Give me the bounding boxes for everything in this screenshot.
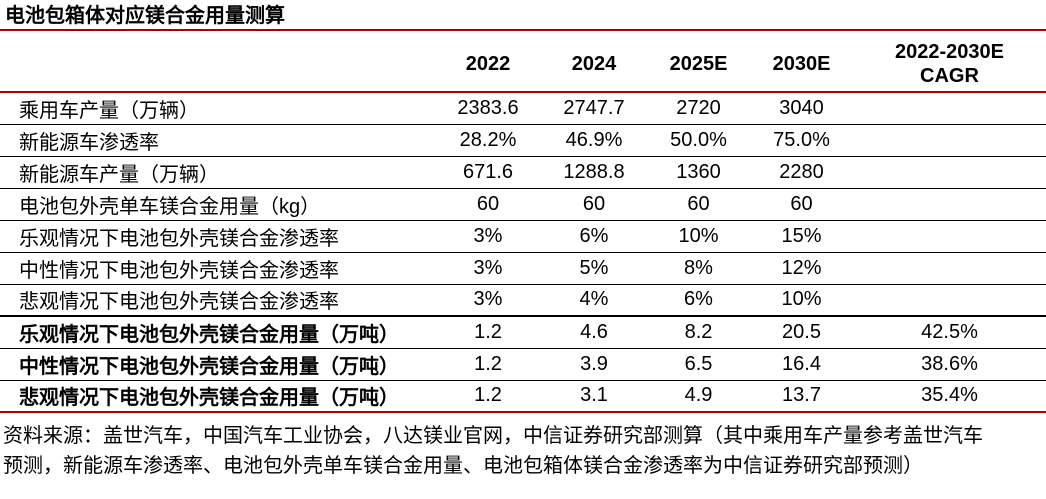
cell-value: 16.4 (750, 348, 853, 381)
cell-value: 3040 (750, 92, 853, 125)
cell-value: 6.5 (647, 348, 750, 381)
cell-value: 46.9% (541, 124, 647, 157)
cell-value: 4.9 (647, 380, 750, 413)
source-note: 资料来源：盖世汽车，中国汽车工业协会，八达镁业官网，中信证券研究部测算（其中乘用… (0, 413, 1046, 481)
row-label: 乐观情况下电池包外壳镁合金用量（万吨） (0, 316, 435, 349)
cell-value: 15% (750, 220, 853, 253)
cell-value: 4.6 (541, 316, 647, 349)
header-row: 2022 2024 2025E 2030E 2022-2030E CAGR (0, 31, 1046, 93)
row-label: 中性情况下电池包外壳镁合金渗透率 (0, 252, 435, 285)
col-header-2025e: 2025E (647, 31, 750, 93)
cell-value: 60 (647, 188, 750, 221)
cell-value: 1.2 (435, 380, 541, 413)
cell-value: 3.1 (541, 380, 647, 413)
row-label: 乐观情况下电池包外壳镁合金渗透率 (0, 220, 435, 253)
cell-value: 75.0% (750, 124, 853, 157)
col-header-2030e: 2030E (750, 31, 853, 93)
table-row: 中性情况下电池包外壳镁合金用量（万吨） 1.2 3.9 6.5 16.4 38.… (0, 348, 1046, 381)
cell-value: 2280 (750, 156, 853, 189)
row-label: 新能源车渗透率 (0, 124, 435, 157)
table-row: 悲观情况下电池包外壳镁合金用量（万吨） 1.2 3.1 4.9 13.7 35.… (0, 380, 1046, 413)
table-row: 新能源车产量（万辆） 671.6 1288.8 1360 2280 (0, 156, 1046, 189)
cell-value: 2720 (647, 92, 750, 125)
cell-value: 50.0% (647, 124, 750, 157)
cell-value: 1288.8 (541, 156, 647, 189)
cell-value: 38.6% (853, 348, 1046, 381)
cell-value (853, 220, 1046, 253)
cell-value (853, 92, 1046, 125)
cell-value: 2383.6 (435, 92, 541, 125)
cagr-header-line1: 2022-2030E (895, 41, 1004, 63)
table-row: 乐观情况下电池包外壳镁合金用量（万吨） 1.2 4.6 8.2 20.5 42.… (0, 316, 1046, 349)
source-note-line2: 预测，新能源车渗透率、电池包外壳单车镁合金用量、电池包箱体镁合金渗透率为中信证券… (3, 455, 923, 477)
cell-value: 10% (750, 284, 853, 317)
cell-value (853, 188, 1046, 221)
row-label: 中性情况下电池包外壳镁合金用量（万吨） (0, 348, 435, 381)
col-header-label (0, 31, 435, 93)
title-divider (0, 29, 1046, 31)
cell-value (853, 124, 1046, 157)
cell-value: 6% (541, 220, 647, 253)
cell-value: 3% (435, 220, 541, 253)
row-label: 电池包外壳单车镁合金用量（kg） (0, 188, 435, 221)
cell-value: 3.9 (541, 348, 647, 381)
table-title: 电池包箱体对应镁合金用量测算 (5, 5, 285, 27)
cell-value: 60 (435, 188, 541, 221)
table-row: 中性情况下电池包外壳镁合金渗透率 3% 5% 8% 12% (0, 252, 1046, 285)
cell-value (853, 252, 1046, 285)
cell-value: 1.2 (435, 348, 541, 381)
col-header-2024: 2024 (541, 31, 647, 93)
cell-value: 1.2 (435, 316, 541, 349)
cell-value: 8% (647, 252, 750, 285)
cell-value (853, 156, 1046, 189)
cell-value: 2747.7 (541, 92, 647, 125)
cell-value: 42.5% (853, 316, 1046, 349)
cell-value: 671.6 (435, 156, 541, 189)
row-label: 悲观情况下电池包外壳镁合金用量（万吨） (0, 380, 435, 413)
cagr-header-line2: CAGR (920, 65, 979, 87)
cell-value: 3% (435, 284, 541, 317)
cell-value: 60 (541, 188, 647, 221)
cell-value (853, 284, 1046, 317)
source-note-line1: 资料来源：盖世汽车，中国汽车工业协会，八达镁业官网，中信证券研究部测算（其中乘用… (3, 425, 983, 447)
col-header-cagr: 2022-2030E CAGR (853, 31, 1046, 93)
cell-value: 28.2% (435, 124, 541, 157)
cell-value: 13.7 (750, 380, 853, 413)
row-label: 新能源车产量（万辆） (0, 156, 435, 189)
table-row: 新能源车渗透率 28.2% 46.9% 50.0% 75.0% (0, 124, 1046, 157)
col-header-2022: 2022 (435, 31, 541, 93)
row-label: 悲观情况下电池包外壳镁合金渗透率 (0, 284, 435, 317)
table-row: 悲观情况下电池包外壳镁合金渗透率 3% 4% 6% 10% (0, 284, 1046, 317)
estimation-table: 2022 2024 2025E 2030E 2022-2030E CAGR 乘用… (0, 31, 1046, 413)
cell-value: 1360 (647, 156, 750, 189)
table-row: 乘用车产量（万辆） 2383.6 2747.7 2720 3040 (0, 92, 1046, 125)
cell-value: 12% (750, 252, 853, 285)
cell-value: 10% (647, 220, 750, 253)
cell-value: 8.2 (647, 316, 750, 349)
cell-value: 4% (541, 284, 647, 317)
cell-value: 35.4% (853, 380, 1046, 413)
cell-value: 3% (435, 252, 541, 285)
cell-value: 5% (541, 252, 647, 285)
row-label: 乘用车产量（万辆） (0, 92, 435, 125)
table-row: 乐观情况下电池包外壳镁合金渗透率 3% 6% 10% 15% (0, 220, 1046, 253)
cell-value: 6% (647, 284, 750, 317)
cell-value: 60 (750, 188, 853, 221)
cell-value: 20.5 (750, 316, 853, 349)
table-row: 电池包外壳单车镁合金用量（kg） 60 60 60 60 (0, 188, 1046, 221)
